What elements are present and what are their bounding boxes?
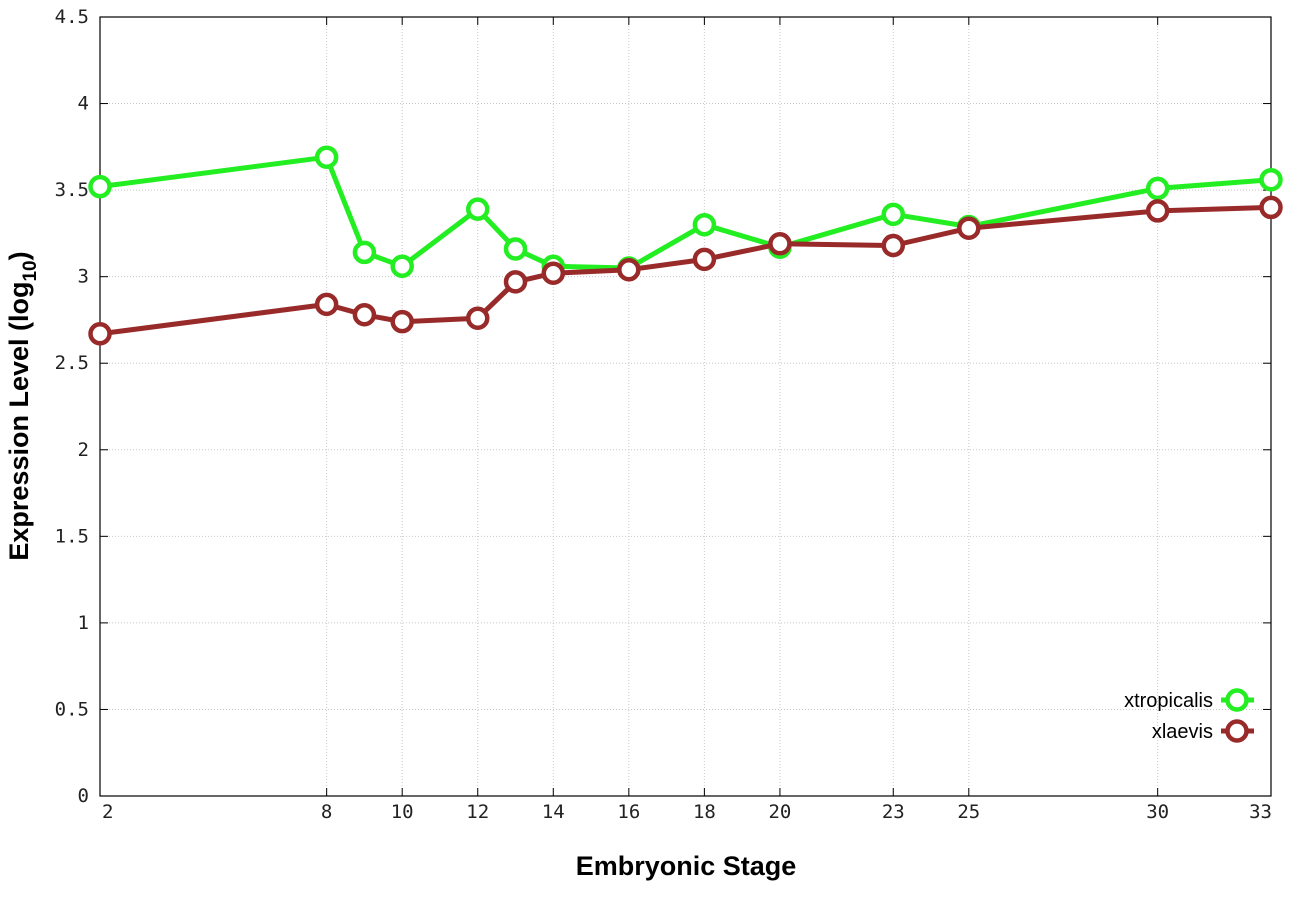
legend-marker [1225, 688, 1249, 712]
data-point [957, 216, 981, 240]
legend-item: xtropicalis [1124, 688, 1254, 712]
data-point [352, 240, 377, 265]
data-point [465, 306, 490, 330]
y-tick-label: 1.5 [55, 525, 89, 547]
y-tick-label: 0.5 [55, 698, 89, 720]
x-tick-label: 16 [617, 801, 640, 823]
data-point [692, 212, 717, 237]
legend-marker [1225, 719, 1249, 743]
data-point [314, 145, 339, 169]
y-tick-label: 4.5 [55, 6, 89, 28]
data-point [465, 197, 490, 221]
y-tick-label: 2.5 [55, 352, 89, 374]
legend-label: xtropicalis [1124, 690, 1213, 712]
data-point [390, 309, 414, 334]
data-point [88, 322, 112, 346]
y-tick-label: 1 [78, 612, 89, 634]
x-tick-label: 23 [882, 801, 905, 823]
axis-ticks [99, 16, 1272, 797]
data-point [1145, 199, 1170, 223]
y-tick-label: 3 [78, 266, 89, 288]
data-point [390, 254, 414, 279]
data-point [768, 232, 792, 256]
x-tick-label: 30 [1146, 801, 1169, 823]
x-tick-label: 2 [102, 801, 113, 823]
legend-item: xlaevis [1152, 719, 1254, 743]
y-tick-label: 3.5 [55, 179, 89, 201]
data-point [881, 233, 906, 258]
data-point [503, 237, 528, 261]
y-tick-labels: 0 0.5 1 1.5 2 2.5 3 3.5 4 4.5 [55, 6, 89, 807]
x-tick-label: 12 [466, 801, 489, 823]
x-tick-label: 20 [768, 801, 791, 823]
data-point [88, 174, 112, 199]
data-point [1145, 176, 1170, 201]
plot-border [99, 16, 1272, 797]
y-axis-title-close: ) [4, 251, 34, 260]
data-point [881, 202, 906, 227]
x-tick-label: 18 [693, 801, 716, 823]
data-point [541, 261, 566, 285]
legend: xtropicalis xlaevis [1124, 688, 1254, 743]
x-tick-labels: 2 8 10 12 14 16 18 20 23 25 30 33 [102, 801, 1272, 823]
y-axis-title: Expression Level (log10) [4, 251, 41, 560]
x-tick-label: 14 [542, 801, 565, 823]
y-tick-label: 2 [78, 439, 89, 461]
x-tick-label: 10 [391, 801, 414, 823]
y-axis-title-main: Expression Level (log [4, 282, 34, 561]
data-point [1259, 195, 1283, 220]
legend-label: xlaevis [1152, 721, 1213, 743]
data-point [692, 247, 717, 272]
data-point [352, 303, 377, 327]
data-point [1259, 167, 1283, 192]
series-xlaevis [88, 195, 1283, 346]
y-tick-label: 4 [78, 93, 89, 115]
x-tick-label: 25 [957, 801, 980, 823]
series-layer [88, 145, 1283, 346]
x-axis-title: Embryonic Stage [576, 851, 797, 881]
plot-area [100, 17, 1271, 796]
data-point [314, 292, 339, 317]
x-tick-label: 8 [321, 801, 332, 823]
y-tick-label: 0 [78, 785, 89, 807]
y-axis-title-subscript: 10 [20, 260, 41, 281]
data-point [503, 270, 528, 294]
x-tick-label: 33 [1249, 801, 1272, 823]
data-point [617, 257, 641, 282]
